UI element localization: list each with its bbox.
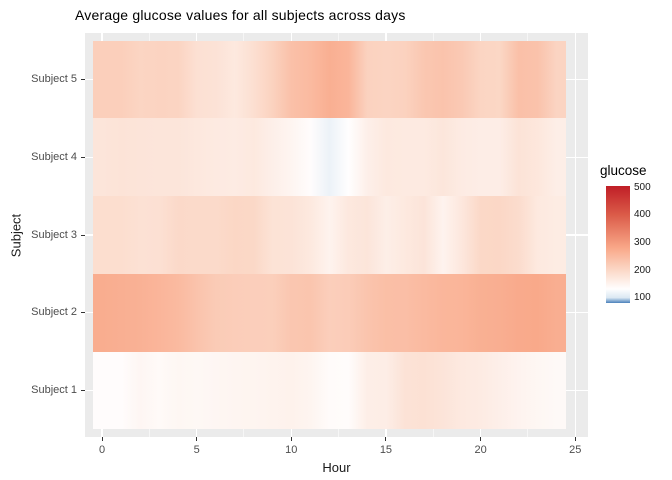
x-axis-tick [385, 437, 387, 441]
x-axis-tick [101, 437, 103, 441]
y-axis-tick [81, 312, 85, 314]
legend-tick-label: 500 [634, 181, 651, 193]
heatmap-row-subject-3 [92, 196, 566, 274]
legend-tick-label: 400 [634, 209, 651, 221]
x-axis-tick-label: 5 [193, 444, 200, 456]
heatmap-row-subject-5 [92, 40, 566, 119]
x-axis-title: Hour [322, 460, 351, 475]
legend-tick-label: 300 [634, 237, 651, 249]
x-axis-tick [574, 437, 576, 441]
y-axis-tick-label: Subject 5 [31, 73, 77, 86]
y-axis-tick-label: Subject 4 [31, 150, 77, 163]
x-axis-tick-label: 15 [379, 444, 393, 456]
x-axis-tick-label: 10 [285, 444, 298, 456]
x-axis-tick [196, 437, 198, 441]
heatmap-row-subject-1 [92, 351, 566, 430]
x-axis-tick-label: 25 [569, 444, 582, 456]
y-axis-title: Subject [8, 213, 24, 258]
x-axis-tick [480, 437, 482, 441]
x-axis-tick [290, 437, 292, 441]
heatmap-row-subject-2 [92, 273, 566, 352]
chart-title: Average glucose values for all subjects … [75, 7, 406, 23]
heatmap-row-subject-4 [92, 118, 566, 197]
legend-tick-label: 100 [634, 292, 651, 304]
y-axis-tick [81, 79, 85, 81]
y-axis-tick [81, 234, 85, 236]
y-axis-tick [81, 156, 85, 158]
x-axis-tick-label: 20 [474, 444, 487, 456]
legend-title: glucose [600, 163, 647, 178]
y-axis-tick-label: Subject 1 [31, 383, 77, 396]
y-axis-tick [81, 389, 85, 391]
legend-tick-label: 200 [634, 264, 651, 276]
x-axis-tick-label: 0 [98, 444, 106, 456]
legend-colorbar [606, 186, 630, 303]
y-axis-tick-label: Subject 2 [31, 306, 77, 319]
y-axis-tick-label: Subject 3 [31, 228, 77, 241]
